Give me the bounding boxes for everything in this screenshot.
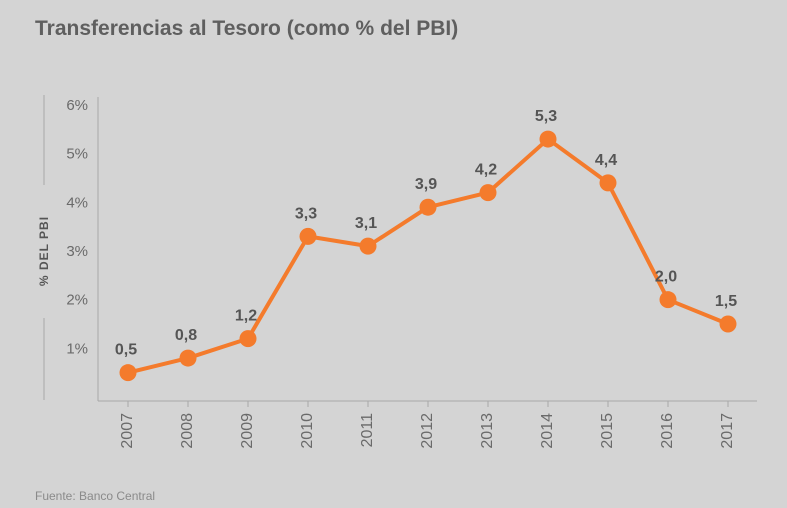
y-tick-label: 1% <box>66 340 88 357</box>
x-tick-label: 2010 <box>299 413 316 449</box>
x-tick-label: 2012 <box>419 413 436 449</box>
data-label: 4,2 <box>475 162 497 179</box>
data-point <box>299 227 317 245</box>
data-label: 1,2 <box>235 308 257 325</box>
x-tick-label: 2017 <box>719 413 736 449</box>
chart-title: Transferencias al Tesoro (como % del PBI… <box>35 17 459 40</box>
y-tick-label: 6% <box>66 97 88 114</box>
y-axis-label: % DEL PBI <box>37 216 51 286</box>
x-tick-label: 2015 <box>599 413 616 449</box>
data-label: 0,5 <box>115 342 137 359</box>
y-tick-label: 3% <box>66 243 88 260</box>
source-note: Fuente: Banco Central <box>35 489 156 503</box>
y-tick-label: 4% <box>66 194 88 211</box>
data-label: 1,5 <box>715 293 737 310</box>
data-point <box>659 291 677 309</box>
x-tick-label: 2016 <box>659 413 676 449</box>
data-label: 3,3 <box>295 205 317 222</box>
data-point <box>119 364 137 382</box>
data-point <box>179 349 197 367</box>
y-tick-label: 5% <box>66 146 88 163</box>
data-point <box>359 237 377 255</box>
x-tick-label: 2009 <box>239 413 256 449</box>
data-point <box>539 130 557 148</box>
data-label: 3,1 <box>355 215 377 232</box>
data-point <box>419 198 437 216</box>
series-line <box>126 137 730 375</box>
data-point <box>479 184 497 202</box>
x-tick-label: 2011 <box>359 413 376 448</box>
data-label: 0,8 <box>175 327 197 344</box>
data-point <box>239 330 257 348</box>
y-tick-label: 2% <box>66 292 88 309</box>
x-tick-label: 2014 <box>539 413 556 449</box>
data-label: 4,4 <box>595 152 617 169</box>
x-tick-label: 2008 <box>179 413 196 449</box>
data-point <box>719 315 737 333</box>
data-label: 2,0 <box>655 269 677 286</box>
data-label: 5,3 <box>535 108 557 125</box>
x-tick-label: 2007 <box>119 413 136 449</box>
data-point <box>599 174 617 192</box>
data-label: 3,9 <box>415 176 437 193</box>
x-tick-label: 2013 <box>479 413 496 449</box>
